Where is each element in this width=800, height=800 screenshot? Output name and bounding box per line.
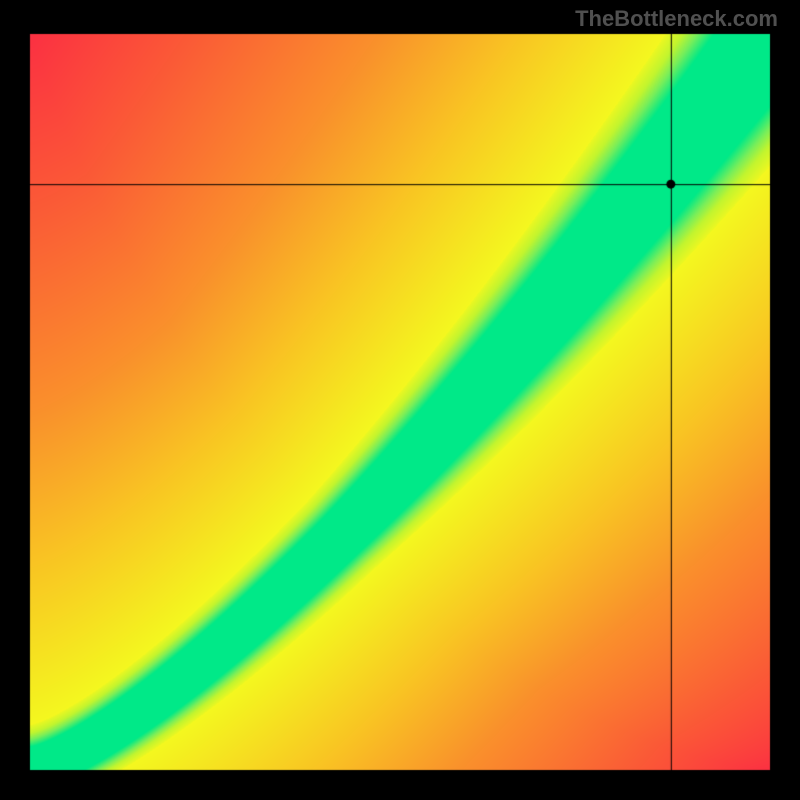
watermark-text: TheBottleneck.com <box>575 6 778 32</box>
chart-container: TheBottleneck.com <box>0 0 800 800</box>
bottleneck-heatmap <box>0 0 800 800</box>
